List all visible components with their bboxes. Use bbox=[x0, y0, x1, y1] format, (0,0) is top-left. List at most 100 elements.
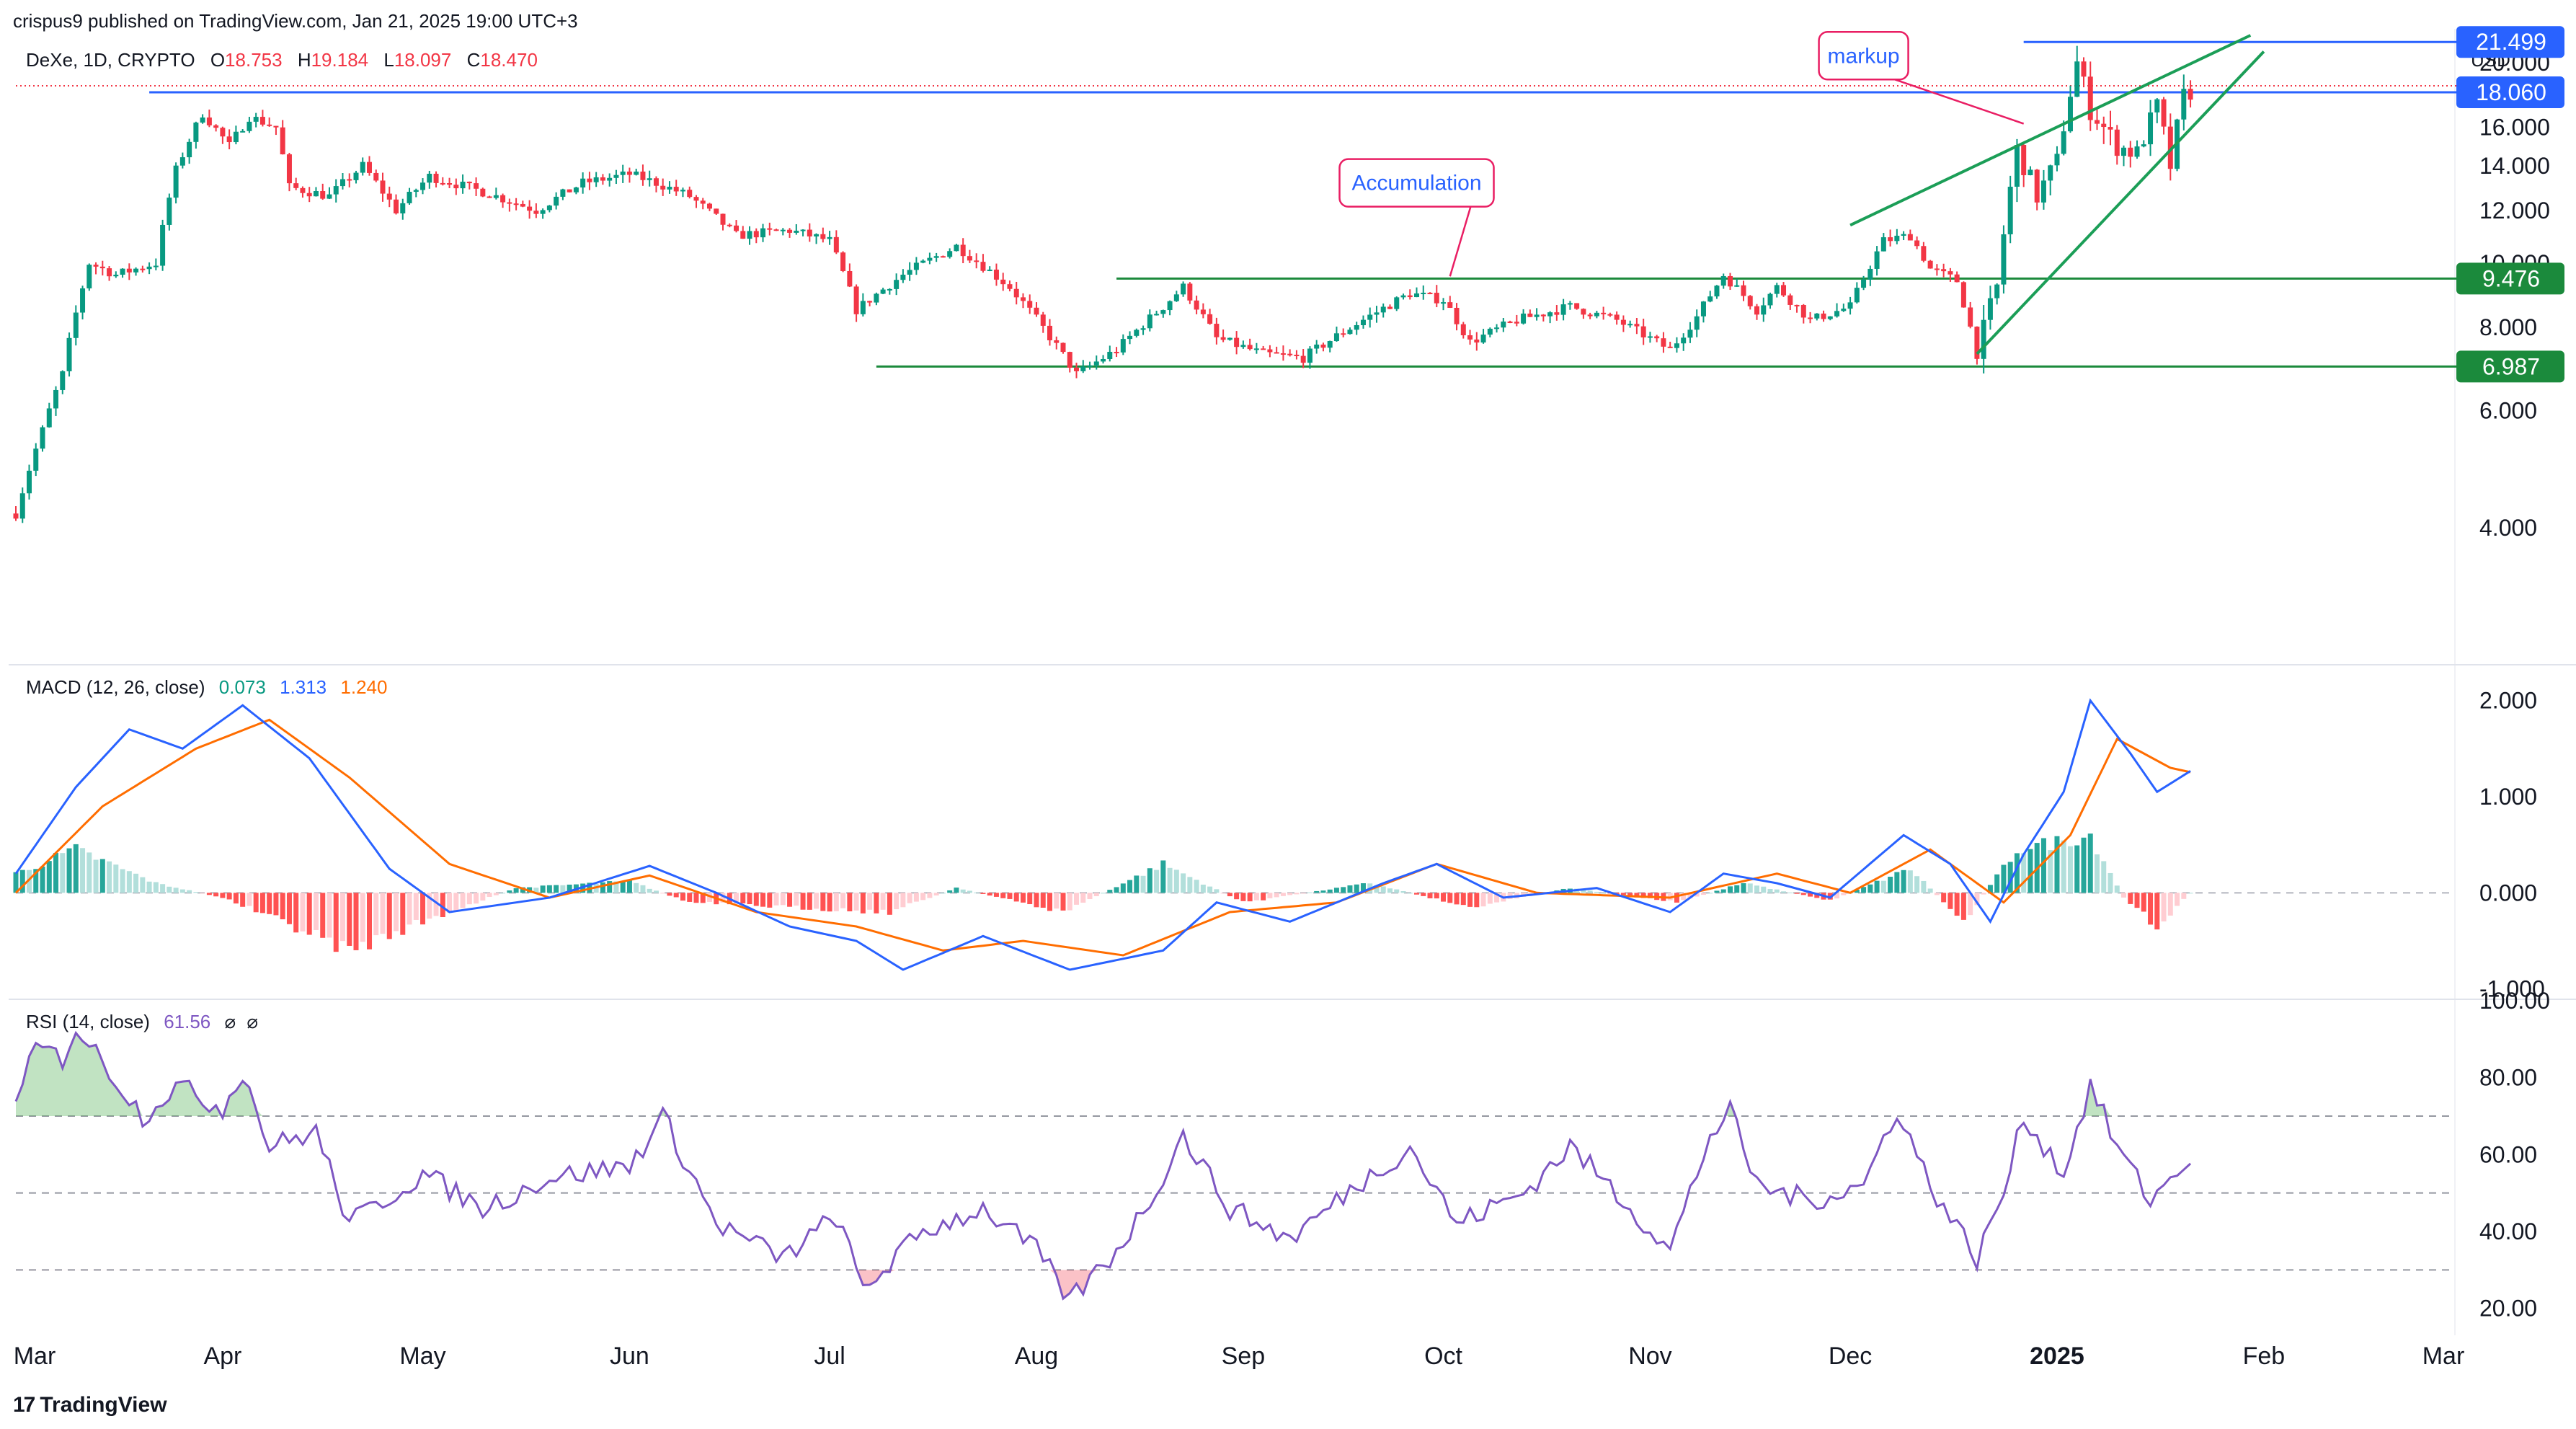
candle-body[interactable] bbox=[2048, 165, 2053, 181]
candle-body[interactable] bbox=[1821, 313, 1826, 319]
candle-body[interactable] bbox=[1007, 284, 1013, 289]
candle-body[interactable] bbox=[727, 224, 732, 226]
candle-body[interactable] bbox=[1114, 351, 1119, 353]
candle-body[interactable] bbox=[907, 270, 912, 275]
candle-body[interactable] bbox=[1614, 314, 1620, 320]
candle-body[interactable] bbox=[1627, 324, 1633, 326]
candle-body[interactable] bbox=[327, 194, 332, 199]
candle-body[interactable] bbox=[240, 130, 246, 133]
candle-body[interactable] bbox=[226, 136, 232, 143]
candle-body[interactable] bbox=[2114, 129, 2120, 156]
candle-body[interactable] bbox=[1781, 285, 1787, 296]
candle-body[interactable] bbox=[1774, 285, 1780, 294]
candle-body[interactable] bbox=[2094, 120, 2100, 124]
candle-body[interactable] bbox=[860, 301, 866, 314]
candle-body[interactable] bbox=[1880, 237, 1886, 252]
candle-body[interactable] bbox=[1234, 337, 1240, 348]
candle-body[interactable] bbox=[1687, 329, 1693, 338]
candle-body[interactable] bbox=[960, 244, 966, 257]
candle-body[interactable] bbox=[1354, 325, 1359, 330]
candle-body[interactable] bbox=[1454, 307, 1460, 324]
candle-body[interactable] bbox=[2040, 180, 2046, 203]
candle-body[interactable] bbox=[1894, 235, 1900, 242]
candle-body[interactable] bbox=[213, 125, 219, 128]
candle-body[interactable] bbox=[580, 178, 586, 188]
candle-body[interactable] bbox=[1727, 275, 1733, 287]
candle-body[interactable] bbox=[206, 117, 212, 125]
candle-body[interactable] bbox=[380, 180, 386, 194]
candle-body[interactable] bbox=[1667, 346, 1673, 348]
candle-body[interactable] bbox=[913, 262, 919, 270]
candle-body[interactable] bbox=[1300, 355, 1306, 363]
candle-body[interactable] bbox=[560, 189, 566, 197]
candle-body[interactable] bbox=[1320, 344, 1326, 348]
candle-body[interactable] bbox=[693, 197, 699, 201]
candle-body[interactable] bbox=[814, 234, 820, 236]
candle-body[interactable] bbox=[1040, 314, 1046, 326]
candle-body[interactable] bbox=[1327, 341, 1333, 348]
candle-body[interactable] bbox=[1581, 309, 1586, 315]
candle-body[interactable] bbox=[2141, 144, 2146, 147]
candle-body[interactable] bbox=[714, 208, 719, 214]
candle-body[interactable] bbox=[1107, 351, 1113, 359]
tradingview-brand[interactable]: 17 TradingView bbox=[13, 1393, 167, 1417]
candle-body[interactable] bbox=[613, 174, 619, 178]
candle-body[interactable] bbox=[980, 262, 986, 271]
candle-body[interactable] bbox=[820, 234, 826, 239]
candle-body[interactable] bbox=[259, 117, 265, 125]
candle-body[interactable] bbox=[2028, 169, 2033, 175]
candle-body[interactable] bbox=[2188, 89, 2193, 100]
candle-body[interactable] bbox=[66, 337, 72, 371]
candle-body[interactable] bbox=[500, 195, 506, 203]
candle-body[interactable] bbox=[1467, 335, 1473, 340]
candle-body[interactable] bbox=[1441, 302, 1447, 304]
candle-body[interactable] bbox=[1847, 302, 1853, 309]
candle-body[interactable] bbox=[1000, 279, 1006, 285]
candle-body[interactable] bbox=[1888, 237, 1893, 242]
candle-body[interactable] bbox=[1414, 293, 1420, 298]
candle-body[interactable] bbox=[1027, 301, 1033, 308]
candle-body[interactable] bbox=[99, 266, 105, 269]
candle-body[interactable] bbox=[60, 371, 66, 390]
candle-body[interactable] bbox=[1921, 246, 1927, 261]
candle-body[interactable] bbox=[1140, 328, 1146, 330]
candle-body[interactable] bbox=[1741, 285, 1746, 296]
candle-body[interactable] bbox=[1814, 313, 1820, 319]
candle-body[interactable] bbox=[474, 183, 479, 189]
candle-body[interactable] bbox=[333, 186, 339, 195]
candle-body[interactable] bbox=[1173, 294, 1179, 301]
candle-body[interactable] bbox=[1981, 319, 1986, 359]
candle-body[interactable] bbox=[1487, 328, 1493, 335]
candle-body[interactable] bbox=[2067, 97, 2073, 132]
candle-body[interactable] bbox=[1987, 298, 1993, 320]
candle-body[interactable] bbox=[840, 252, 846, 271]
candle-body[interactable] bbox=[1794, 304, 1800, 306]
candle-body[interactable] bbox=[394, 199, 399, 213]
candle-body[interactable] bbox=[1267, 349, 1273, 353]
candle-body[interactable] bbox=[19, 493, 25, 519]
candle-body[interactable] bbox=[753, 231, 759, 238]
candle-body[interactable] bbox=[1400, 295, 1406, 298]
candle-body[interactable] bbox=[1227, 337, 1233, 340]
candle-body[interactable] bbox=[2134, 146, 2140, 157]
macd-line[interactable] bbox=[14, 698, 2191, 971]
candle-body[interactable] bbox=[2054, 154, 2060, 166]
candle-body[interactable] bbox=[1060, 342, 1066, 353]
candle-body[interactable] bbox=[40, 427, 45, 449]
candle-body[interactable] bbox=[1387, 306, 1393, 309]
candle-body[interactable] bbox=[573, 187, 579, 193]
macd-pane[interactable] bbox=[13, 698, 2451, 971]
candle-body[interactable] bbox=[1047, 325, 1052, 340]
candle-body[interactable] bbox=[1447, 302, 1453, 308]
candle-body[interactable] bbox=[407, 192, 412, 203]
candle-body[interactable] bbox=[647, 178, 652, 180]
candle-body[interactable] bbox=[2021, 145, 2027, 175]
candle-body[interactable] bbox=[1661, 338, 1666, 347]
candle-body[interactable] bbox=[1694, 316, 1700, 330]
candle-body[interactable] bbox=[767, 228, 773, 230]
candle-body[interactable] bbox=[540, 210, 546, 214]
candle-body[interactable] bbox=[320, 191, 326, 199]
candle-body[interactable] bbox=[1034, 307, 1039, 315]
price-pane[interactable]: Accumulation markup bbox=[13, 31, 2480, 523]
